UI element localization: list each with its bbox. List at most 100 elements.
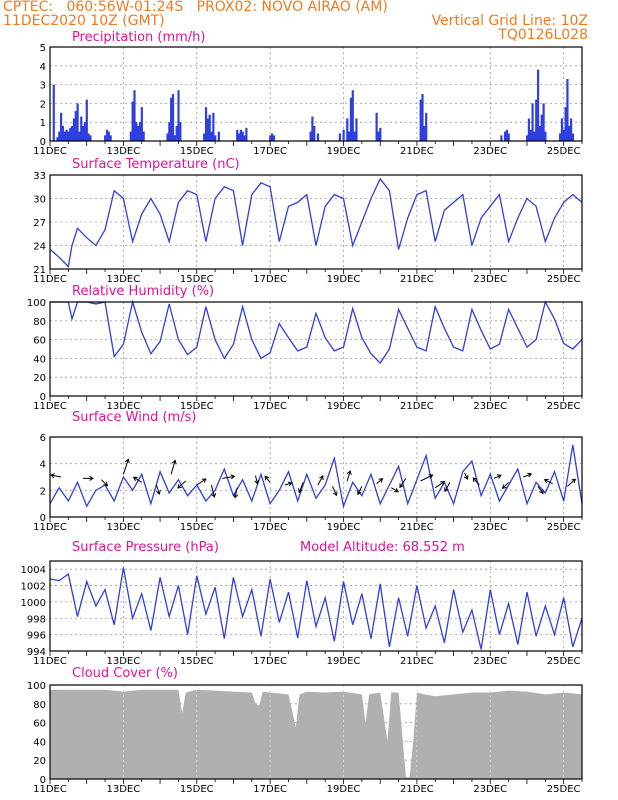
precip-bar — [67, 131, 70, 141]
x-day-label: 19DEC — [327, 401, 361, 412]
wind-arrowhead — [298, 488, 303, 494]
precip-bar — [105, 129, 109, 141]
precip-bar — [338, 133, 342, 141]
wind-arrowhead — [357, 490, 362, 496]
wind-arrowhead — [233, 493, 239, 499]
precip-bar — [58, 131, 61, 141]
x-day-label: 15DEC — [180, 656, 214, 667]
precip-bar — [544, 131, 547, 141]
precip-bar — [135, 122, 138, 141]
precip-bar — [137, 125, 140, 141]
panel-title: Relative Humidity (%) — [72, 284, 214, 299]
precip-bar — [379, 127, 382, 141]
precip-bar — [527, 118, 530, 141]
y-tick-label: 60 — [33, 336, 46, 347]
panel-frame — [49, 436, 583, 518]
wind-vector — [122, 459, 129, 475]
y-tick-label: 998 — [27, 614, 46, 625]
wind-arrowhead — [230, 474, 236, 480]
x-day-label: 17DEC — [253, 274, 287, 285]
precip-bar — [206, 118, 209, 141]
precip-bar — [505, 129, 508, 141]
panel-5: 994 996 998 1000 1002 1004 11DEC 13DEC 15DEC 17DE… — [21, 540, 583, 667]
wind-arrowhead — [50, 473, 55, 479]
y-tick-label: 994 — [27, 647, 46, 658]
header-date-line: 11DEC2020 10Z (GMT) — [3, 13, 165, 29]
x-day-label: 17DEC — [253, 146, 287, 157]
panel-title: Surface Wind (m/s) — [72, 410, 196, 425]
y-tick-label: 5 — [40, 43, 46, 54]
precip-bar — [142, 131, 145, 141]
precip-bar — [236, 129, 239, 141]
precip-bar — [241, 131, 244, 141]
model-altitude-label: Model Altitude: 68.552 m — [300, 540, 465, 555]
precip-bar — [377, 131, 380, 141]
wind-arrowhead — [472, 477, 478, 482]
precip-bar — [542, 103, 545, 141]
precip-bar — [166, 133, 169, 141]
panel-title: Surface Pressure (hPa) — [72, 540, 219, 555]
wind-vector — [434, 481, 445, 489]
x-day-label: 11DEC — [33, 784, 67, 795]
x-day-label: 15DEC — [180, 401, 214, 412]
precip-bar — [533, 131, 536, 141]
x-day-label: 23DEC — [473, 784, 507, 795]
precip-bar — [65, 129, 68, 141]
precip-bar — [540, 114, 543, 141]
wind-vector — [222, 475, 235, 479]
precip-bar — [538, 125, 542, 141]
panel-title: Cloud Cover (%) — [72, 666, 178, 681]
y-tick-label: 4 — [40, 62, 46, 73]
panel-6: 0 20 40 60 80 100 11DEC 13DEC 15DEC 17DEC 19DEC 21D… — [27, 666, 583, 795]
wind-vector — [544, 479, 553, 485]
precip-bar — [531, 103, 534, 141]
precip-bar — [214, 135, 217, 141]
wind-arrowhead — [501, 484, 507, 489]
wind-vector — [317, 475, 324, 486]
precip-bar — [133, 90, 136, 141]
precip-bar — [562, 129, 565, 141]
wind-vector — [523, 473, 532, 478]
precip-bar — [535, 99, 538, 141]
precip-bar — [212, 112, 215, 141]
precip-bar — [52, 84, 55, 141]
y-tick-label: 3 — [40, 81, 46, 92]
precip-bar — [78, 131, 81, 141]
wind-vector — [357, 486, 363, 495]
wind-vector — [284, 482, 292, 486]
x-day-label: 23DEC — [473, 522, 507, 533]
precip-bar — [500, 135, 503, 141]
wind-vector — [493, 474, 502, 479]
precip-bar — [272, 135, 276, 141]
precip-bar — [175, 125, 178, 141]
y-tick-label: 60 — [33, 719, 46, 730]
cloud-area — [50, 689, 582, 779]
wind-vector — [210, 484, 215, 498]
wind-vector — [537, 486, 544, 494]
precip-bar — [348, 131, 351, 141]
precip-bar — [74, 110, 77, 141]
y-tick-label: 2 — [40, 486, 46, 497]
precip-bar — [208, 114, 211, 141]
precip-bar — [83, 122, 87, 141]
series-line — [49, 177, 583, 268]
precip-bar — [239, 129, 242, 141]
wind-vector — [254, 475, 258, 484]
precip-bar — [568, 125, 571, 141]
y-tick-label: 100 — [27, 298, 46, 309]
x-day-label: 21DEC — [400, 146, 434, 157]
precip-bar — [529, 129, 532, 141]
y-tick-label: 40 — [33, 354, 46, 365]
panel-title: Surface Temperature (nC) — [72, 157, 240, 172]
wind-vector — [502, 481, 509, 489]
wind-arrowhead — [444, 487, 449, 493]
wind-arrowhead — [394, 487, 400, 493]
x-day-label: 25DEC — [547, 274, 581, 285]
x-day-label: 19DEC — [327, 784, 361, 795]
x-day-label: 19DEC — [327, 274, 361, 285]
wind-arrowhead — [378, 478, 384, 483]
precip-bar — [269, 135, 272, 141]
precip-bar — [80, 116, 83, 141]
wind-vector — [390, 487, 399, 493]
precip-bar — [311, 116, 314, 141]
